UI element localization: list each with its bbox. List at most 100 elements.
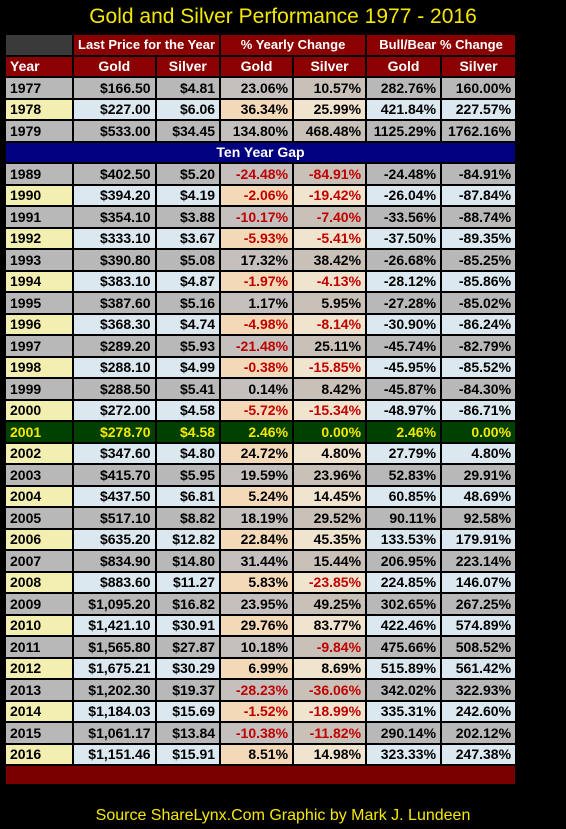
cell-price-gold: $166.50 xyxy=(74,78,155,98)
cell-bullbear-silver: 160.00% xyxy=(442,78,516,98)
gap-row: Ten Year Gap xyxy=(6,142,516,162)
cell-price-gold: $368.30 xyxy=(74,314,155,334)
cell-bullbear-silver: -85.52% xyxy=(442,357,516,377)
table-row: 2012 $1,675.21 $30.29 6.99% 8.69% 515.89% 561.… xyxy=(6,658,516,678)
cell-bullbear-silver: 574.89% xyxy=(442,615,516,635)
cell-yearly-silver: 15.44% xyxy=(294,551,366,571)
cell-price-silver: $14.80 xyxy=(156,551,220,571)
cell-bullbear-gold: -24.48% xyxy=(367,164,441,184)
cell-yearly-silver: 29.52% xyxy=(294,508,366,528)
cell-price-silver: $4.87 xyxy=(156,271,220,291)
cell-bullbear-silver: -88.74% xyxy=(442,207,516,227)
cell-year: 2012 xyxy=(6,658,72,678)
cell-bullbear-silver: 146.07% xyxy=(442,572,516,592)
cell-bullbear-gold: -28.12% xyxy=(367,271,441,291)
cell-yearly-silver: -18.99% xyxy=(294,701,366,721)
cell-bullbear-silver: -86.71% xyxy=(442,400,516,420)
cell-yearly-silver: -19.42% xyxy=(294,185,366,205)
cell-bullbear-gold: 335.31% xyxy=(367,701,441,721)
cell-bullbear-gold: -26.04% xyxy=(367,185,441,205)
table-row: 1977 $166.50 $4.81 23.06% 10.57% 282.76% 160.0… xyxy=(6,78,516,98)
cell-price-gold: $635.20 xyxy=(74,529,155,549)
cell-price-gold: $883.60 xyxy=(74,572,155,592)
cell-year: 1989 xyxy=(6,164,72,184)
cell-price-gold: $1,675.21 xyxy=(74,658,155,678)
cell-price-silver: $4.74 xyxy=(156,314,220,334)
cell-price-gold: $415.70 xyxy=(74,465,155,485)
cell-yearly-gold: -10.38% xyxy=(221,723,293,743)
table-row: 2001 $278.70 $4.58 2.46% 0.00% 2.46% 0.00% xyxy=(6,422,516,442)
cell-yearly-gold: 23.06% xyxy=(221,78,293,98)
table-row: 2013 $1,202.30 $19.37 -28.23% -36.06% 342.02%… xyxy=(6,680,516,700)
cell-yearly-gold: 6.99% xyxy=(221,658,293,678)
cell-price-silver: $4.58 xyxy=(156,422,220,442)
cell-bullbear-gold: 206.95% xyxy=(367,551,441,571)
cell-price-silver: $6.81 xyxy=(156,486,220,506)
cell-bullbear-gold: -26.68% xyxy=(367,250,441,270)
cell-price-silver: $15.69 xyxy=(156,701,220,721)
cell-price-gold: $437.50 xyxy=(74,486,155,506)
cell-price-gold: $289.20 xyxy=(74,336,155,356)
gap-label: Ten Year Gap xyxy=(6,142,516,162)
cell-price-silver: $4.81 xyxy=(156,78,220,98)
cell-yearly-gold: 0.14% xyxy=(221,379,293,399)
cell-price-silver: $27.87 xyxy=(156,637,220,657)
cell-price-gold: $387.60 xyxy=(74,293,155,313)
cell-yearly-gold: 23.95% xyxy=(221,594,293,614)
cell-year: 1978 xyxy=(6,99,72,119)
cell-bullbear-silver: 29.91% xyxy=(442,465,516,485)
cell-price-silver: $13.84 xyxy=(156,723,220,743)
cell-yearly-gold: 1.17% xyxy=(221,293,293,313)
table-row: 1999 $288.50 $5.41 0.14% 8.42% -45.87% -84.30% xyxy=(6,379,516,399)
cell-bullbear-gold: 52.83% xyxy=(367,465,441,485)
column-header-year: Year xyxy=(6,56,72,76)
cell-yearly-gold: 8.51% xyxy=(221,744,293,764)
cell-yearly-silver: 4.80% xyxy=(294,443,366,463)
cell-yearly-silver: 83.77% xyxy=(294,615,366,635)
cell-bullbear-silver: 92.58% xyxy=(442,508,516,528)
page-title: Gold and Silver Performance 1977 - 2016 xyxy=(89,5,477,28)
cell-price-gold: $390.80 xyxy=(74,250,155,270)
cell-price-silver: $30.29 xyxy=(156,658,220,678)
table-row: 2002 $347.60 $4.80 24.72% 4.80% 27.79% 4.80% xyxy=(6,443,516,463)
performance-table: Last Price for the Year % Yearly Change … xyxy=(4,33,517,786)
cell-yearly-gold: 2.46% xyxy=(221,422,293,442)
cell-price-silver: $4.80 xyxy=(156,443,220,463)
cell-bullbear-gold: -27.28% xyxy=(367,293,441,313)
cell-price-gold: $834.90 xyxy=(74,551,155,571)
cell-yearly-silver: 38.42% xyxy=(294,250,366,270)
cell-year: 2004 xyxy=(6,486,72,506)
cell-year: 2008 xyxy=(6,572,72,592)
cell-yearly-silver: -8.14% xyxy=(294,314,366,334)
cell-bullbear-gold: -45.95% xyxy=(367,357,441,377)
cell-bullbear-gold: 515.89% xyxy=(367,658,441,678)
cell-yearly-silver: -15.85% xyxy=(294,357,366,377)
cell-year: 2000 xyxy=(6,400,72,420)
cell-yearly-gold: -28.23% xyxy=(221,680,293,700)
cell-price-silver: $5.20 xyxy=(156,164,220,184)
table-row: 1993 $390.80 $5.08 17.32% 38.42% -26.68% -85.2… xyxy=(6,250,516,270)
cell-yearly-silver: 468.48% xyxy=(294,121,366,141)
cell-yearly-silver: 8.69% xyxy=(294,658,366,678)
cell-yearly-gold: 134.80% xyxy=(221,121,293,141)
cell-yearly-gold: -4.98% xyxy=(221,314,293,334)
cell-bullbear-silver: 267.25% xyxy=(442,594,516,614)
table-row: 1995 $387.60 $5.16 1.17% 5.95% -27.28% -85.02% xyxy=(6,293,516,313)
cell-bullbear-silver: -86.24% xyxy=(442,314,516,334)
table-row: 2000 $272.00 $4.58 -5.72% -15.34% -48.97% -86.… xyxy=(6,400,516,420)
cell-yearly-silver: -7.40% xyxy=(294,207,366,227)
table-row: 1979 $533.00 $34.45 134.80% 468.48% 1125.29% 1… xyxy=(6,121,516,141)
cell-price-silver: $5.93 xyxy=(156,336,220,356)
cell-year: 2014 xyxy=(6,701,72,721)
cell-bullbear-silver: 223.14% xyxy=(442,551,516,571)
cell-year: 2011 xyxy=(6,637,72,657)
cell-year: 2015 xyxy=(6,723,72,743)
cell-bullbear-gold: 60.85% xyxy=(367,486,441,506)
cell-year: 1994 xyxy=(6,271,72,291)
cell-price-silver: $6.06 xyxy=(156,99,220,119)
cell-yearly-silver: -5.41% xyxy=(294,228,366,248)
cell-yearly-gold: -2.06% xyxy=(221,185,293,205)
cell-price-gold: $354.10 xyxy=(74,207,155,227)
cell-price-silver: $4.19 xyxy=(156,185,220,205)
cell-year: 1979 xyxy=(6,121,72,141)
